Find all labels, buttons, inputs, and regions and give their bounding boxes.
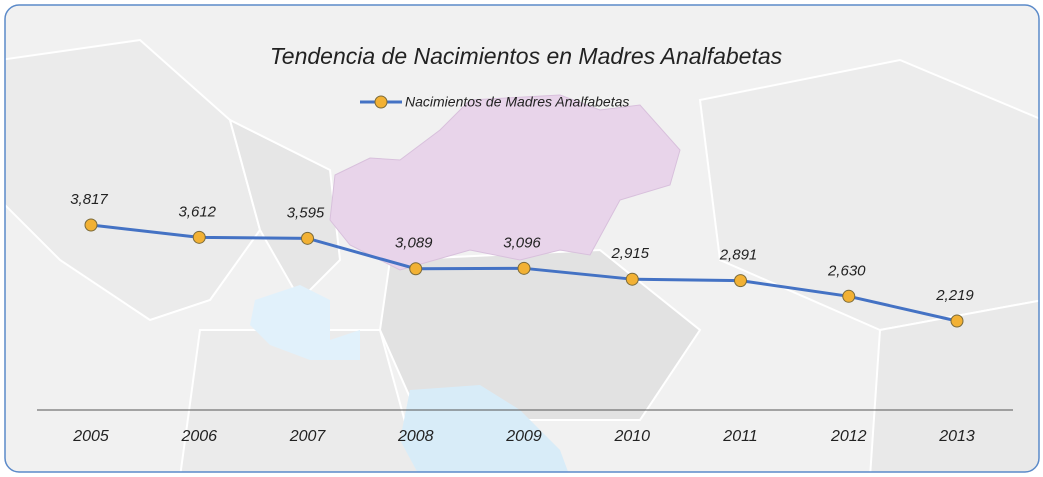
x-tick-label: 2005	[72, 428, 109, 445]
x-tick-label: 2006	[180, 428, 217, 445]
value-label: 2,891	[719, 247, 758, 264]
value-label: 2,630	[827, 262, 866, 279]
x-tick-label: 2008	[397, 428, 434, 445]
marker	[950, 314, 964, 328]
legend-marker	[374, 95, 388, 109]
chart-border	[4, 4, 1040, 473]
marker	[734, 274, 747, 288]
marker	[409, 262, 423, 276]
value-label: 3,595	[287, 204, 325, 221]
value-label: 2,915	[610, 245, 649, 262]
x-tick-label: 2007	[289, 428, 327, 445]
marker	[625, 272, 639, 286]
value-label: 3,089	[395, 235, 433, 252]
x-tick-label: 2010	[613, 428, 650, 445]
x-tick-label: 2012	[830, 428, 867, 445]
x-tick-label: 2013	[938, 428, 975, 445]
legend-label: Nacimientos de Madres Analfabetas	[405, 94, 629, 110]
value-label: 3,817	[70, 191, 108, 208]
chart-title: Tendencia de Nacimientos en Madres Analf…	[270, 43, 783, 69]
value-label: 2,219	[935, 287, 974, 304]
marker	[517, 261, 531, 275]
x-tick-label: 2011	[722, 428, 757, 445]
x-tick-label: 2009	[505, 428, 542, 445]
value-label: 3,096	[503, 234, 541, 251]
marker	[192, 230, 206, 244]
marker	[301, 231, 314, 245]
value-label: 3,612	[178, 203, 216, 220]
marker	[84, 218, 98, 232]
marker	[842, 289, 856, 303]
